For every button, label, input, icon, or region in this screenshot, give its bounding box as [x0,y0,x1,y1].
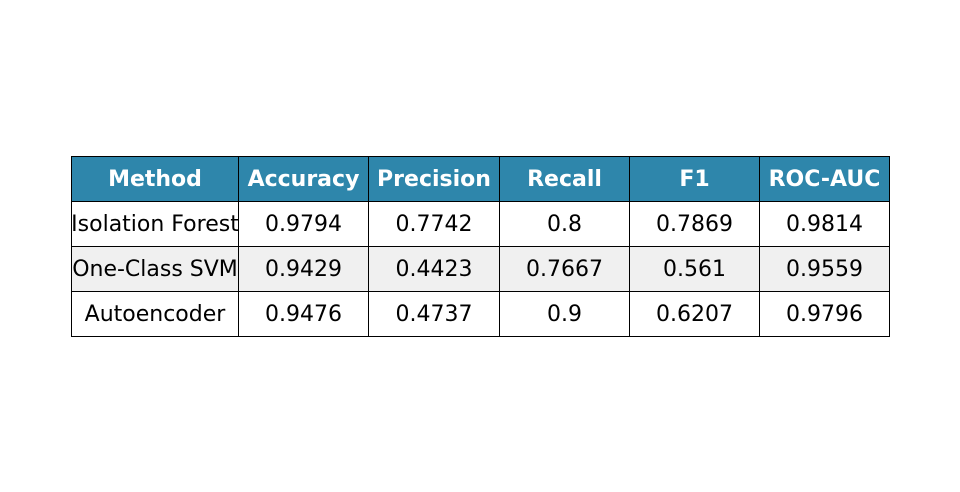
table-cell: 0.9814 [759,201,890,247]
row-label: Autoencoder [71,291,239,337]
header-cell: F1 [629,156,760,202]
table-cell: 0.7869 [629,201,760,247]
header-cell: Recall [499,156,630,202]
table-cell: 0.9 [499,291,630,337]
header-cell: ROC-AUC [759,156,890,202]
header-cell: Accuracy [238,156,369,202]
table-cell: 0.561 [629,246,760,292]
table-cell: 0.4423 [368,246,500,292]
table-cell: 0.6207 [629,291,760,337]
row-label: One-Class SVM [71,246,239,292]
table-cell: 0.9796 [759,291,890,337]
table-cell: 0.4737 [368,291,500,337]
header-cell: Precision [368,156,500,202]
table-cell: 0.8 [499,201,630,247]
table-cell: 0.9429 [238,246,369,292]
table-cell: 0.9476 [238,291,369,337]
table-cell: 0.9559 [759,246,890,292]
row-label: Isolation Forest [71,201,239,247]
table-cell: 0.7742 [368,201,500,247]
table-cell: 0.9794 [238,201,369,247]
table-cell: 0.7667 [499,246,630,292]
header-cell: Method [71,156,239,202]
